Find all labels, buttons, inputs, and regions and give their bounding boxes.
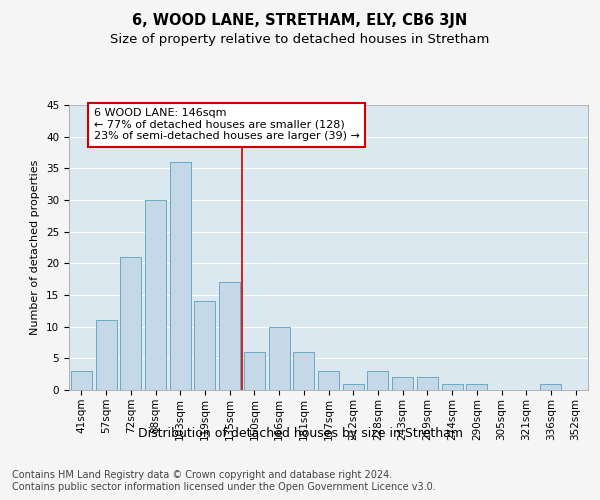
Bar <box>269 326 290 390</box>
Bar <box>219 282 240 390</box>
Bar <box>466 384 487 390</box>
Bar <box>442 384 463 390</box>
Bar <box>170 162 191 390</box>
Bar <box>244 352 265 390</box>
Text: Distribution of detached houses by size in Stretham: Distribution of detached houses by size … <box>137 428 463 440</box>
Bar <box>343 384 364 390</box>
Bar <box>120 257 141 390</box>
Bar <box>417 378 438 390</box>
Bar <box>95 320 116 390</box>
Text: Contains HM Land Registry data © Crown copyright and database right 2024.: Contains HM Land Registry data © Crown c… <box>12 470 392 480</box>
Bar <box>194 302 215 390</box>
Bar <box>71 371 92 390</box>
Bar <box>541 384 562 390</box>
Text: 6 WOOD LANE: 146sqm
← 77% of detached houses are smaller (128)
23% of semi-detac: 6 WOOD LANE: 146sqm ← 77% of detached ho… <box>94 108 359 142</box>
Bar <box>145 200 166 390</box>
Text: Size of property relative to detached houses in Stretham: Size of property relative to detached ho… <box>110 32 490 46</box>
Bar <box>318 371 339 390</box>
Text: Contains public sector information licensed under the Open Government Licence v3: Contains public sector information licen… <box>12 482 436 492</box>
Bar <box>392 378 413 390</box>
Text: 6, WOOD LANE, STRETHAM, ELY, CB6 3JN: 6, WOOD LANE, STRETHAM, ELY, CB6 3JN <box>133 12 467 28</box>
Y-axis label: Number of detached properties: Number of detached properties <box>31 160 40 335</box>
Bar <box>293 352 314 390</box>
Bar <box>367 371 388 390</box>
